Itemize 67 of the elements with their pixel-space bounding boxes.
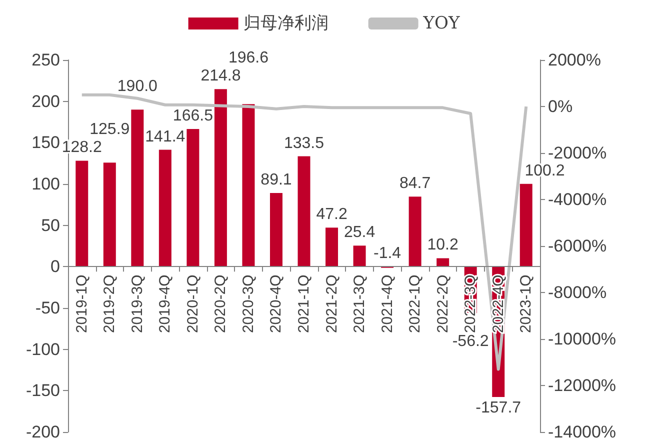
- x-tick-label: 2022-1Q: [406, 274, 424, 334]
- y2-tick-label: -14000%: [548, 422, 616, 442]
- data-label: 190.0: [117, 78, 158, 95]
- y2-tick-label: 2000%: [548, 50, 601, 70]
- data-label: -56.2: [452, 332, 489, 350]
- y-tick-label: 200: [32, 92, 60, 111]
- bar: [270, 193, 282, 267]
- data-label: 10.2: [427, 236, 458, 254]
- data-label: 89.1: [260, 172, 292, 189]
- y-tick-label: 150: [32, 133, 60, 152]
- y2-tick-label: -12000%: [548, 376, 616, 395]
- x-tick-label: 2022-3Q: [462, 274, 480, 334]
- bar: [131, 110, 144, 267]
- bar: [353, 246, 366, 267]
- legend-label: YOY: [422, 14, 460, 34]
- x-tick-label: 2019-4Q: [156, 274, 174, 334]
- x-tick-label: 2021-4Q: [378, 274, 396, 334]
- y-tick-label: -150: [26, 381, 60, 400]
- data-label: -1.4: [374, 245, 402, 262]
- bar: [214, 89, 227, 267]
- bar: [520, 184, 532, 267]
- bar: [103, 162, 116, 267]
- x-tick-label: 2022-4Q: [490, 274, 507, 334]
- bar: [186, 129, 200, 267]
- data-label: 125.9: [90, 121, 130, 138]
- data-label: -157.7: [476, 400, 522, 417]
- bar: [326, 228, 338, 267]
- y-tick-label: -50: [35, 298, 60, 318]
- data-label: 196.6: [228, 50, 269, 67]
- x-tick-label: 2023-1Q: [518, 274, 535, 334]
- x-tick-label: 2021-3Q: [351, 274, 368, 334]
- data-label: 25.4: [344, 224, 376, 242]
- y-tick-label: 100: [32, 174, 60, 194]
- x-tick-label: 2020-4Q: [268, 274, 285, 334]
- x-tick-label: 2019-2Q: [101, 274, 118, 334]
- x-tick-label: 2019-1Q: [73, 274, 90, 334]
- x-tick-label: 2021-1Q: [296, 274, 312, 334]
- data-label: 166.5: [172, 108, 214, 125]
- data-label: 214.8: [200, 68, 241, 85]
- legend-label: 归母净利润: [243, 14, 328, 34]
- x-tick-label: 2019-3Q: [128, 274, 146, 334]
- y2-tick-label: -2000%: [548, 144, 607, 162]
- y-tick-label: -200: [26, 422, 60, 442]
- x-tick-label: 2020-3Q: [240, 274, 257, 334]
- bar: [76, 160, 88, 267]
- y-tick-label: 250: [32, 50, 60, 70]
- data-label: 133.5: [284, 134, 324, 152]
- y2-tick-label: -10000%: [548, 330, 616, 348]
- data-label: 84.7: [399, 175, 431, 192]
- x-tick-label: 2022-2Q: [434, 274, 452, 334]
- data-label: 141.4: [145, 128, 186, 146]
- y2-tick-label: -8000%: [548, 283, 607, 302]
- y-tick-label: 0: [50, 257, 60, 276]
- y2-tick-label: -6000%: [548, 236, 607, 256]
- y-tick-label: -100: [26, 340, 60, 359]
- bar: [242, 104, 255, 267]
- y2-tick-label: 0%: [548, 97, 573, 116]
- y-tick-label: 50: [41, 216, 60, 235]
- bar: [298, 156, 310, 267]
- data-label: 47.2: [316, 206, 348, 224]
- y2-tick-label: -4000%: [548, 190, 607, 209]
- x-tick-label: 2021-2Q: [323, 274, 340, 334]
- bar: [436, 258, 450, 267]
- x-tick-label: 2020-2Q: [212, 274, 230, 334]
- bar: [158, 150, 172, 267]
- bar: [408, 196, 422, 267]
- x-tick-label: 2020-1Q: [184, 274, 202, 334]
